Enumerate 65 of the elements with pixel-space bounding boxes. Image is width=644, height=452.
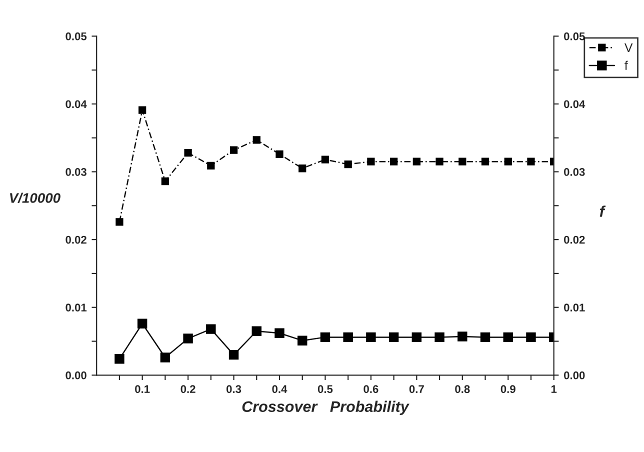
x-tick-label: 0.3 <box>226 385 242 394</box>
point <box>252 136 260 144</box>
point <box>276 150 284 158</box>
x-tick-label: 1 <box>551 385 557 393</box>
x-axis-title: Crossover Probability <box>242 400 410 416</box>
x-tick-label: 0.4 <box>272 385 288 394</box>
point <box>390 158 398 166</box>
x-tick-label: 0.5 <box>318 385 333 394</box>
y-tick-label: 0.02 <box>66 236 86 244</box>
point <box>137 318 148 328</box>
y2-tick-label: 0.00 <box>564 371 585 380</box>
legend-label: V <box>624 43 633 52</box>
x-tick-label: 0.2 <box>180 385 196 394</box>
y2-tick-label: 0.01 <box>564 304 585 312</box>
point <box>228 350 239 360</box>
y-tick-label: 0.00 <box>66 371 86 380</box>
point <box>183 334 193 344</box>
y2-axis-title: f <box>600 206 606 217</box>
point <box>114 354 124 364</box>
point <box>321 156 330 164</box>
point <box>320 332 330 342</box>
point <box>297 336 308 346</box>
y-tick-label: 0.03 <box>66 168 86 176</box>
y2-tick-label: 0.03 <box>564 168 585 176</box>
x-tick-label: 0.8 <box>455 385 470 394</box>
point <box>206 324 216 334</box>
point <box>436 158 444 166</box>
y2-tick-label: 0.02 <box>564 236 585 244</box>
point <box>412 332 422 342</box>
point <box>160 352 170 362</box>
point <box>116 218 124 226</box>
y-tick-label: 0.04 <box>66 100 87 108</box>
y-tick-label: 0.05 <box>66 32 87 40</box>
point <box>298 164 306 172</box>
x-tick-label: 0.1 <box>135 385 150 394</box>
legend-label: f <box>624 60 628 70</box>
point <box>388 332 399 342</box>
point <box>434 332 444 342</box>
point <box>138 106 146 114</box>
point <box>480 332 490 342</box>
point <box>366 332 376 342</box>
x-tick-label: 0.9 <box>500 385 516 394</box>
point <box>527 158 535 166</box>
point <box>230 146 238 154</box>
point <box>458 332 468 342</box>
point <box>481 158 490 166</box>
point <box>458 158 466 166</box>
point <box>504 158 512 166</box>
point <box>344 160 352 168</box>
point <box>503 332 513 342</box>
point <box>184 148 192 157</box>
point <box>252 326 262 336</box>
point <box>367 158 375 166</box>
point <box>274 328 284 338</box>
point <box>412 158 420 166</box>
point <box>526 332 536 342</box>
y-tick-label: 0.01 <box>66 304 87 312</box>
point <box>207 162 215 170</box>
point <box>161 177 170 186</box>
x-tick-label: 0.6 <box>364 385 378 394</box>
x-tick-label: 0.7 <box>409 385 424 394</box>
y2-tick-label: 0.05 <box>564 32 585 40</box>
y2-tick-label: 0.04 <box>564 100 586 108</box>
point <box>343 332 353 342</box>
y-axis-title: V/10000 <box>10 192 60 204</box>
